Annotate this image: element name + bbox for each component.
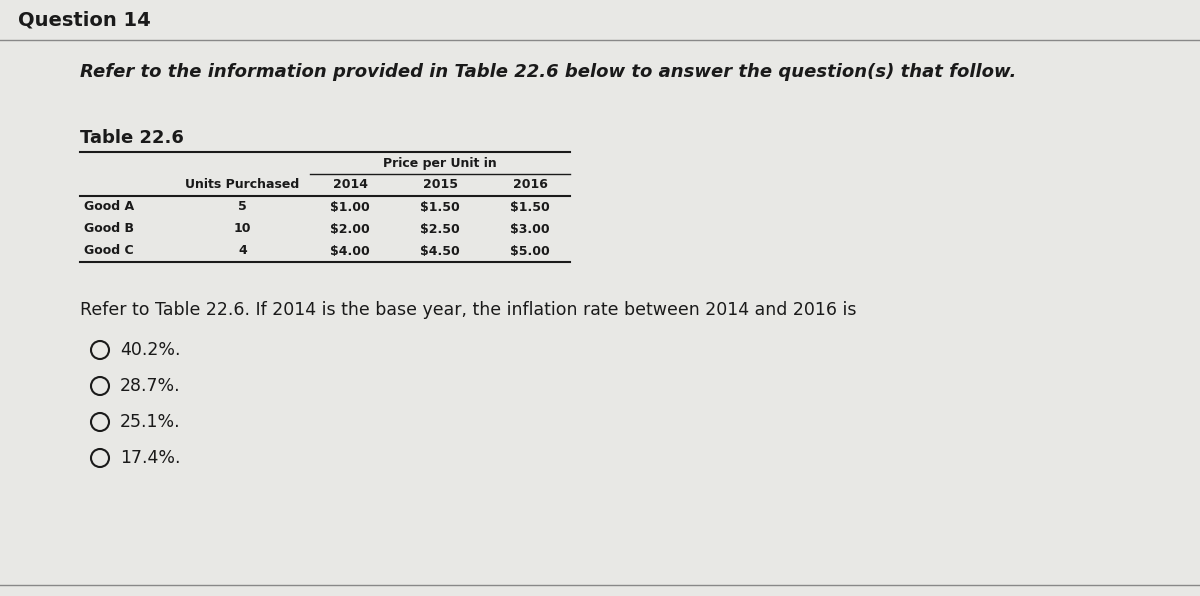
Text: 28.7%.: 28.7%. xyxy=(120,377,181,395)
Text: 2016: 2016 xyxy=(512,178,547,191)
Text: $5.00: $5.00 xyxy=(510,244,550,257)
Text: $2.00: $2.00 xyxy=(330,222,370,235)
Text: $1.50: $1.50 xyxy=(510,200,550,213)
Text: $1.00: $1.00 xyxy=(330,200,370,213)
Text: 40.2%.: 40.2%. xyxy=(120,341,180,359)
Text: Refer to Table 22.6. If 2014 is the base year, the inflation rate between 2014 a: Refer to Table 22.6. If 2014 is the base… xyxy=(80,301,857,319)
Text: $3.00: $3.00 xyxy=(510,222,550,235)
Text: 25.1%.: 25.1%. xyxy=(120,413,181,431)
Text: $2.50: $2.50 xyxy=(420,222,460,235)
Text: Good B: Good B xyxy=(84,222,134,235)
Text: $4.50: $4.50 xyxy=(420,244,460,257)
Text: 2015: 2015 xyxy=(422,178,457,191)
Text: Units Purchased: Units Purchased xyxy=(185,178,300,191)
Text: Good A: Good A xyxy=(84,200,134,213)
Text: 17.4%.: 17.4%. xyxy=(120,449,180,467)
Text: $1.50: $1.50 xyxy=(420,200,460,213)
Text: 4: 4 xyxy=(238,244,247,257)
Text: $4.00: $4.00 xyxy=(330,244,370,257)
Text: 2014: 2014 xyxy=(332,178,367,191)
Text: 5: 5 xyxy=(238,200,247,213)
Text: Question 14: Question 14 xyxy=(18,11,151,29)
Text: Refer to the information provided in Table 22.6 below to answer the question(s) : Refer to the information provided in Tab… xyxy=(80,63,1016,81)
Text: Price per Unit in: Price per Unit in xyxy=(383,157,497,169)
Text: 10: 10 xyxy=(234,222,251,235)
Text: Table 22.6: Table 22.6 xyxy=(80,129,184,147)
Text: Good C: Good C xyxy=(84,244,133,257)
